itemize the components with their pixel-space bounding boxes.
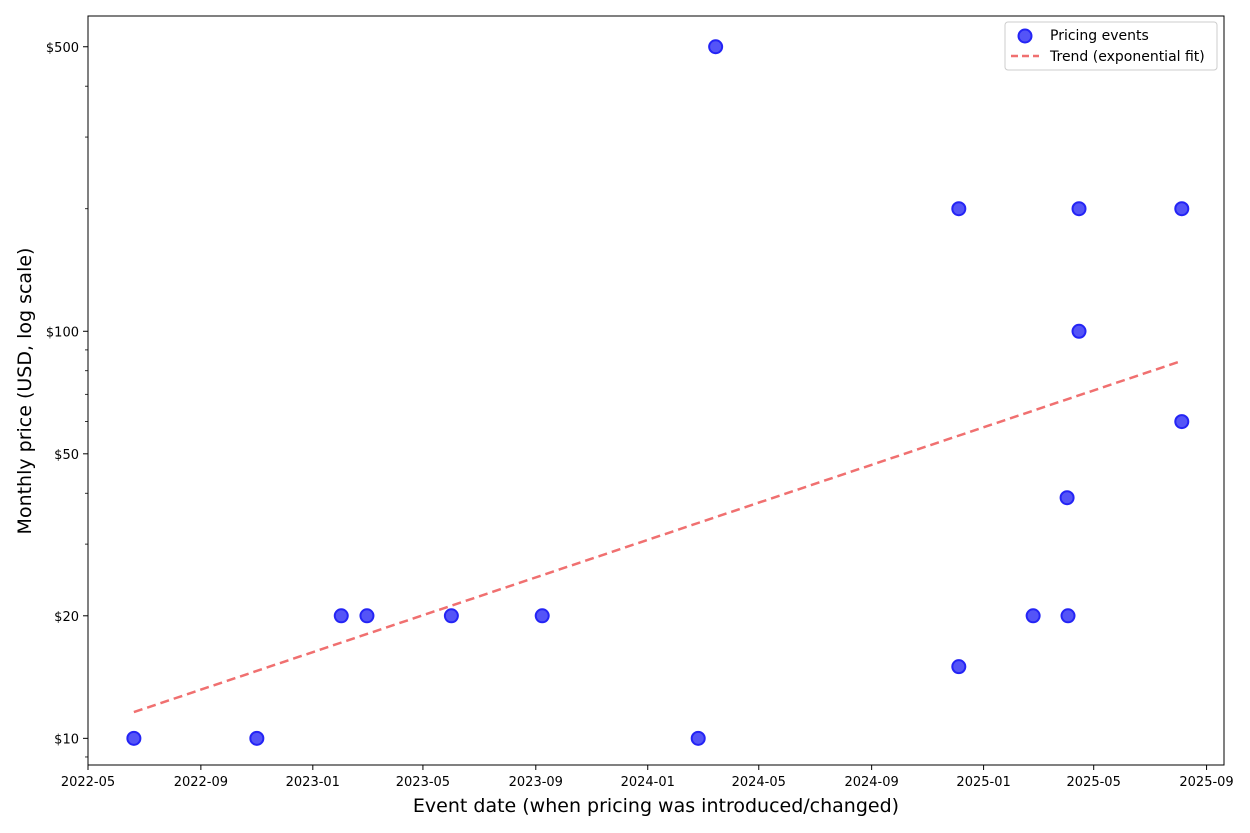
y-tick-label: $500 — [46, 41, 79, 56]
data-point — [1174, 201, 1190, 217]
data-point — [1060, 608, 1076, 624]
data-point — [1025, 608, 1041, 624]
points-layer — [126, 39, 1190, 746]
y-tick-label: $50 — [54, 448, 79, 463]
legend-marker-pricing-events — [1017, 28, 1033, 44]
data-point — [708, 39, 724, 55]
x-axis-title: Event date (when pricing was introduced/… — [413, 795, 899, 817]
y-axis-title: Monthly price (USD, log scale) — [14, 248, 36, 535]
legend: Pricing events Trend (exponential fit) — [1004, 21, 1218, 71]
data-point — [1174, 414, 1190, 430]
data-point — [333, 608, 349, 624]
x-tick-label: 2023-09 — [509, 775, 563, 790]
trend-layer — [133, 360, 1179, 714]
x-tick-label: 2025-09 — [1179, 775, 1233, 790]
x-tick-label: 2024-05 — [732, 775, 786, 790]
x-tick-label: 2025-01 — [956, 775, 1010, 790]
data-point — [534, 608, 550, 624]
x-tick-label: 2025-05 — [1067, 775, 1121, 790]
x-tick-label: 2022-09 — [174, 775, 228, 790]
trend-line — [133, 360, 1179, 714]
data-point — [951, 201, 967, 217]
legend-label-trend: Trend (exponential fit) — [1049, 49, 1205, 65]
data-point — [359, 608, 375, 624]
x-tick-label: 2023-01 — [286, 775, 340, 790]
legend-box — [1004, 21, 1218, 71]
legend-label-pricing-events: Pricing events — [1050, 28, 1149, 44]
x-tick-label: 2024-09 — [844, 775, 898, 790]
x-tick-label: 2022-05 — [61, 775, 115, 790]
data-point — [1071, 323, 1087, 339]
x-tick-label: 2023-05 — [396, 775, 450, 790]
y-tick-label: $10 — [54, 732, 79, 747]
data-point — [1059, 490, 1075, 506]
data-point — [443, 608, 459, 624]
ticks-layer: 2022-05 2022-09 2023-01 2023-05 2023-09 2024-… — [46, 41, 1234, 790]
data-point — [690, 730, 706, 746]
y-tick-label: $20 — [54, 610, 79, 625]
data-point — [249, 730, 265, 746]
plot-frame — [87, 15, 1225, 766]
x-tick-label: 2024-01 — [621, 775, 675, 790]
data-point — [1071, 201, 1087, 217]
data-point — [126, 730, 142, 746]
data-point — [951, 659, 967, 675]
y-tick-label: $100 — [46, 325, 79, 340]
